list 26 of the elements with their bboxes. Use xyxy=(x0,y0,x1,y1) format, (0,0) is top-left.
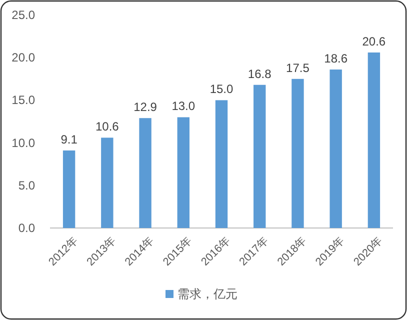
data-label: 15.0 xyxy=(210,82,234,96)
bar xyxy=(62,150,76,228)
data-label: 10.6 xyxy=(95,120,120,134)
data-label: 16.8 xyxy=(248,66,272,81)
data-label: 20.6 xyxy=(362,34,386,48)
legend-label: 需求，亿元 xyxy=(178,287,238,301)
data-label: 9.1 xyxy=(60,132,78,146)
y-tick-label: 25.0 xyxy=(12,8,36,22)
y-tick-label: 0.0 xyxy=(18,221,36,235)
bar xyxy=(177,117,190,228)
data-label: 12.9 xyxy=(134,100,158,114)
data-label: 18.6 xyxy=(324,52,348,66)
bar xyxy=(215,100,228,228)
data-label: 17.5 xyxy=(286,60,310,75)
y-tick-label: 20.0 xyxy=(12,50,36,65)
bar xyxy=(368,52,380,228)
y-tick-label: 5.0 xyxy=(18,178,36,192)
data-label: 13.0 xyxy=(172,99,196,114)
legend: 需求，亿元 xyxy=(166,287,238,301)
bar xyxy=(292,78,304,228)
bar xyxy=(254,84,266,228)
bar xyxy=(101,138,114,228)
y-tick-label: 10.0 xyxy=(12,136,36,150)
y-tick-label: 15.0 xyxy=(12,93,36,108)
bar xyxy=(139,118,152,228)
bar xyxy=(330,70,342,228)
